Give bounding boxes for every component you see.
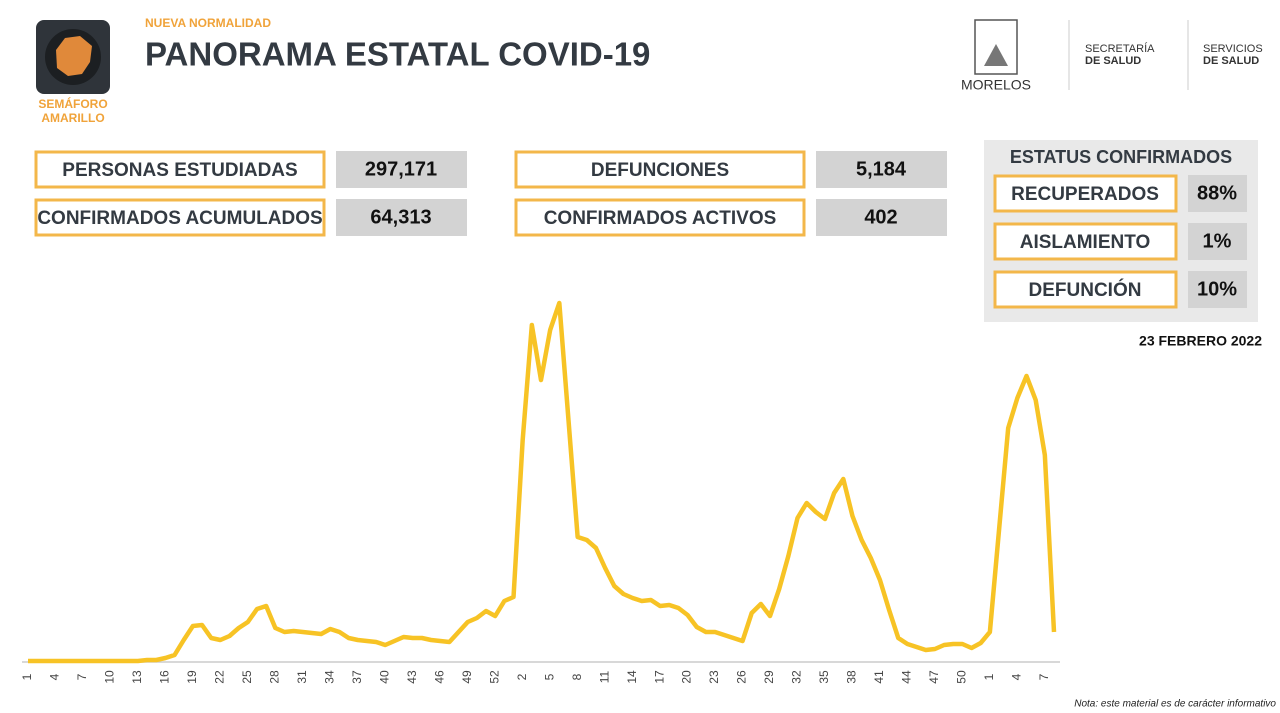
status-value-box — [1188, 175, 1247, 212]
status-label-box — [993, 270, 1178, 309]
x-tick-label: 47 — [927, 670, 941, 684]
emblem-mountain — [984, 44, 1008, 66]
stat-value-box — [336, 151, 467, 188]
data-line — [28, 300, 1057, 664]
x-tick-label: 52 — [487, 670, 501, 684]
x-tick-label: 29 — [762, 670, 776, 684]
stat-label-box — [514, 198, 806, 237]
status-value: 10% — [1197, 278, 1237, 300]
x-tick-label: 20 — [680, 670, 694, 684]
status-label: AISLAMIENTO — [1020, 232, 1151, 253]
x-tick-label: 11 — [597, 670, 611, 683]
x-tick-label: 46 — [432, 670, 446, 684]
logo-text: SERVICIOS — [1203, 43, 1263, 55]
subtitle: NUEVA NORMALIDAD — [145, 16, 271, 30]
stat-value: 5,184 — [856, 158, 907, 180]
x-tick-label: 7 — [75, 673, 89, 680]
x-tick-label: 22 — [213, 670, 227, 684]
stat-value-box — [336, 199, 467, 236]
x-tick-label: 38 — [845, 670, 859, 684]
x-tick-label: 7 — [1037, 673, 1051, 680]
logo-text: SECRETARÍA — [1085, 42, 1155, 55]
x-tick-label: 1 — [982, 673, 996, 680]
stat-label: DEFUNCIONES — [591, 160, 729, 181]
status-label-box — [993, 174, 1178, 213]
x-tick-label: 28 — [268, 670, 282, 684]
x-tick-label: 16 — [158, 670, 172, 684]
state-emblem — [974, 19, 1018, 75]
x-tick-label: 19 — [185, 670, 199, 684]
stat-label-box — [34, 198, 326, 237]
date: 23 FEBRERO 2022 — [1139, 333, 1262, 349]
stat-value: 297,171 — [365, 158, 437, 180]
x-tick-label: 17 — [652, 670, 666, 684]
x-tick-label: 8 — [570, 673, 584, 680]
stat-label: CONFIRMADOS ACTIVOS — [544, 208, 777, 229]
x-tick-label: 13 — [130, 670, 144, 684]
status-title: ESTATUS CONFIRMADOS — [1010, 147, 1232, 167]
x-tick-label: 23 — [707, 670, 721, 684]
semaforo-text: SEMÁFORO — [38, 96, 107, 111]
note: Nota: este material es de carácter infor… — [1074, 699, 1276, 710]
x-tick-label: 10 — [103, 670, 117, 684]
stat-value: 402 — [864, 206, 897, 228]
state-shape — [56, 36, 92, 76]
stat-value-box — [816, 151, 947, 188]
status-label: RECUPERADOS — [1011, 184, 1159, 205]
x-tick-label: 49 — [460, 670, 474, 684]
x-tick-label: 31 — [295, 670, 309, 684]
x-tick-label: 41 — [872, 670, 886, 684]
stat-value: 64,313 — [370, 206, 431, 228]
status-value: 88% — [1197, 182, 1237, 204]
x-tick-label: 2 — [515, 673, 529, 680]
x-tick-label: 5 — [542, 673, 556, 680]
x-tick-label: 32 — [790, 670, 804, 684]
stat-label-box — [514, 150, 806, 189]
title: PANORAMA ESTATAL COVID-19 — [145, 36, 650, 73]
x-tick-label: 1 — [20, 673, 34, 680]
logo-text: DE SALUD — [1085, 55, 1141, 67]
x-tick-label: 50 — [955, 670, 969, 684]
x-tick-label: 25 — [240, 670, 254, 684]
status-value-box — [1188, 271, 1247, 308]
status-value-box — [1188, 223, 1247, 260]
stat-label: CONFIRMADOS ACUMULADOS — [37, 208, 322, 229]
stat-value-box — [816, 199, 947, 236]
status-label: DEFUNCIÓN — [1029, 279, 1142, 301]
x-tick-label: 14 — [625, 670, 639, 684]
x-tick-label: 37 — [350, 670, 364, 684]
state-name: MORELOS — [961, 77, 1031, 93]
x-tick-label: 26 — [735, 670, 749, 684]
x-tick-label: 40 — [377, 670, 391, 684]
x-tick-label: 44 — [900, 670, 914, 684]
status-label-box — [993, 222, 1178, 261]
logo-text: DE SALUD — [1203, 55, 1259, 67]
x-tick-label: 43 — [405, 670, 419, 684]
stat-label: PERSONAS ESTUDIADAS — [62, 160, 297, 181]
x-tick-label: 34 — [322, 670, 336, 684]
stat-label-box — [34, 150, 326, 189]
x-tick-label: 4 — [48, 673, 62, 680]
status-value: 1% — [1203, 230, 1232, 252]
x-tick-label: 4 — [1010, 673, 1024, 680]
semaforo-text: AMARILLO — [41, 111, 104, 125]
x-tick-label: 35 — [817, 670, 831, 684]
